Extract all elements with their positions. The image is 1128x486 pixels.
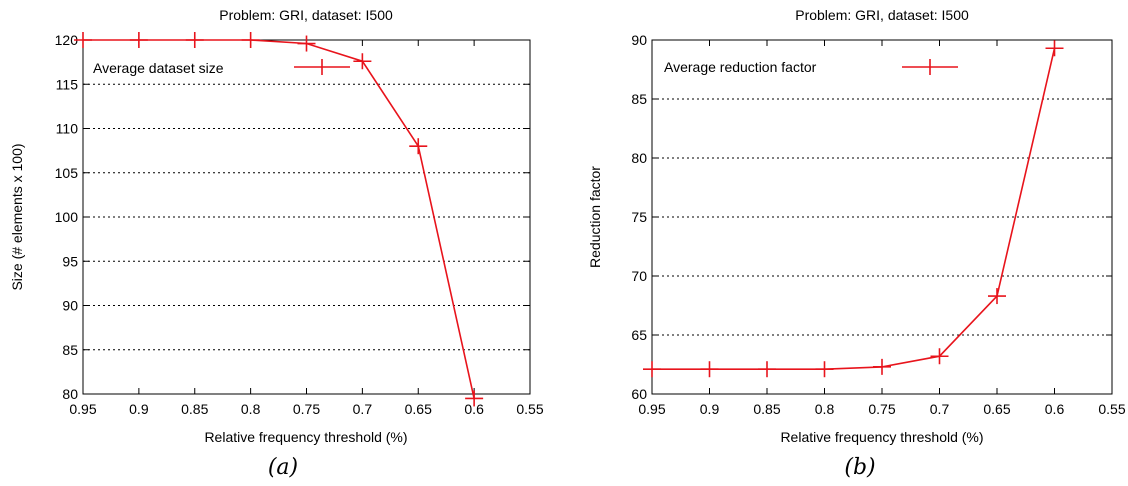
y-tick-label: 80	[631, 150, 647, 166]
x-tick-label: 0.65	[405, 401, 432, 417]
chart-panel-b: 90 85 80 75 70 65 600.95 0.9 0.85 0.8 0.75 0.7 0.65 0…	[587, 7, 1126, 480]
data-point	[700, 361, 719, 378]
data-point	[297, 35, 316, 52]
y-tick-label: 75	[631, 209, 647, 225]
chart-panel-a: 120 115 110 105 100 95 90 85 800.95 0.9 0.85 0.8 0.7…	[9, 7, 544, 480]
data-point	[643, 361, 661, 378]
x-tick-label: 0.75	[868, 401, 895, 417]
x-tick-label: 0.85	[753, 401, 780, 417]
data-point	[1045, 40, 1064, 57]
x-tick-label: 0.75	[293, 401, 320, 417]
data-point	[241, 32, 260, 48]
data-point	[185, 32, 204, 48]
x-tick-label: 0.55	[516, 401, 543, 417]
data-point	[409, 138, 428, 155]
y-axis-label: Size (# elements x 100)	[9, 143, 25, 290]
y-tick-label: 60	[631, 386, 647, 402]
x-tick-label: 0.85	[181, 401, 208, 417]
x-tick-label: 0.6	[1045, 401, 1065, 417]
x-axis-label: Relative frequency threshold (%)	[780, 429, 983, 445]
y-tick-label: 65	[631, 327, 647, 343]
chart-title: Problem: GRI, dataset: I500	[219, 7, 393, 23]
figure-caption: (b)	[844, 455, 875, 480]
x-tick-label: 0.95	[69, 401, 96, 417]
y-tick-label: 90	[631, 32, 647, 48]
figure-caption: (a)	[268, 455, 298, 480]
legend: Average reduction factor	[664, 59, 958, 75]
data-point	[815, 361, 834, 378]
series-line	[652, 48, 1056, 371]
y-tick-label: 80	[62, 386, 78, 402]
data-point	[465, 390, 484, 407]
data-point	[758, 361, 776, 378]
y-tick-label: 70	[631, 268, 647, 284]
x-axis-label: Relative frequency threshold (%)	[204, 429, 407, 445]
y-tick-label: 85	[631, 91, 647, 107]
y-tick-label: 115	[56, 76, 79, 92]
series-line	[83, 39, 475, 399]
x-tick-label: 0.6	[464, 401, 484, 417]
y-tick-label: 120	[55, 32, 79, 48]
x-tick-label: 0.7	[930, 401, 950, 417]
y-tick-label: 110	[56, 121, 79, 137]
y-tick-label: 90	[62, 298, 78, 314]
y-tick-label: 95	[62, 253, 78, 269]
y-tick-label: 100	[55, 209, 79, 225]
data-point	[930, 348, 949, 365]
x-tick-label: 0.8	[815, 401, 835, 417]
data-point	[988, 288, 1006, 305]
data-point	[873, 358, 891, 375]
x-tick-label: 0.55	[1098, 401, 1125, 417]
y-axis-label: Reduction factor	[587, 166, 603, 268]
data-point	[74, 32, 92, 48]
legend-label: Average reduction factor	[664, 59, 817, 75]
plot-frame	[82, 39, 531, 395]
x-tick-label: 0.9	[129, 401, 149, 417]
x-tick-label: 0.65	[983, 401, 1010, 417]
x-tick-label: 0.95	[638, 401, 665, 417]
legend: Average dataset size	[93, 59, 350, 76]
x-tick-label: 0.7	[353, 401, 373, 417]
data-point	[353, 53, 372, 70]
x-tick-label: 0.9	[700, 401, 720, 417]
chart-title: Problem: GRI, dataset: I500	[795, 7, 969, 23]
x-tick-label: 0.8	[241, 401, 261, 417]
legend-label: Average dataset size	[93, 60, 224, 76]
data-point	[129, 32, 148, 48]
y-tick-label: 85	[62, 342, 78, 358]
y-tick-label: 105	[55, 165, 79, 181]
